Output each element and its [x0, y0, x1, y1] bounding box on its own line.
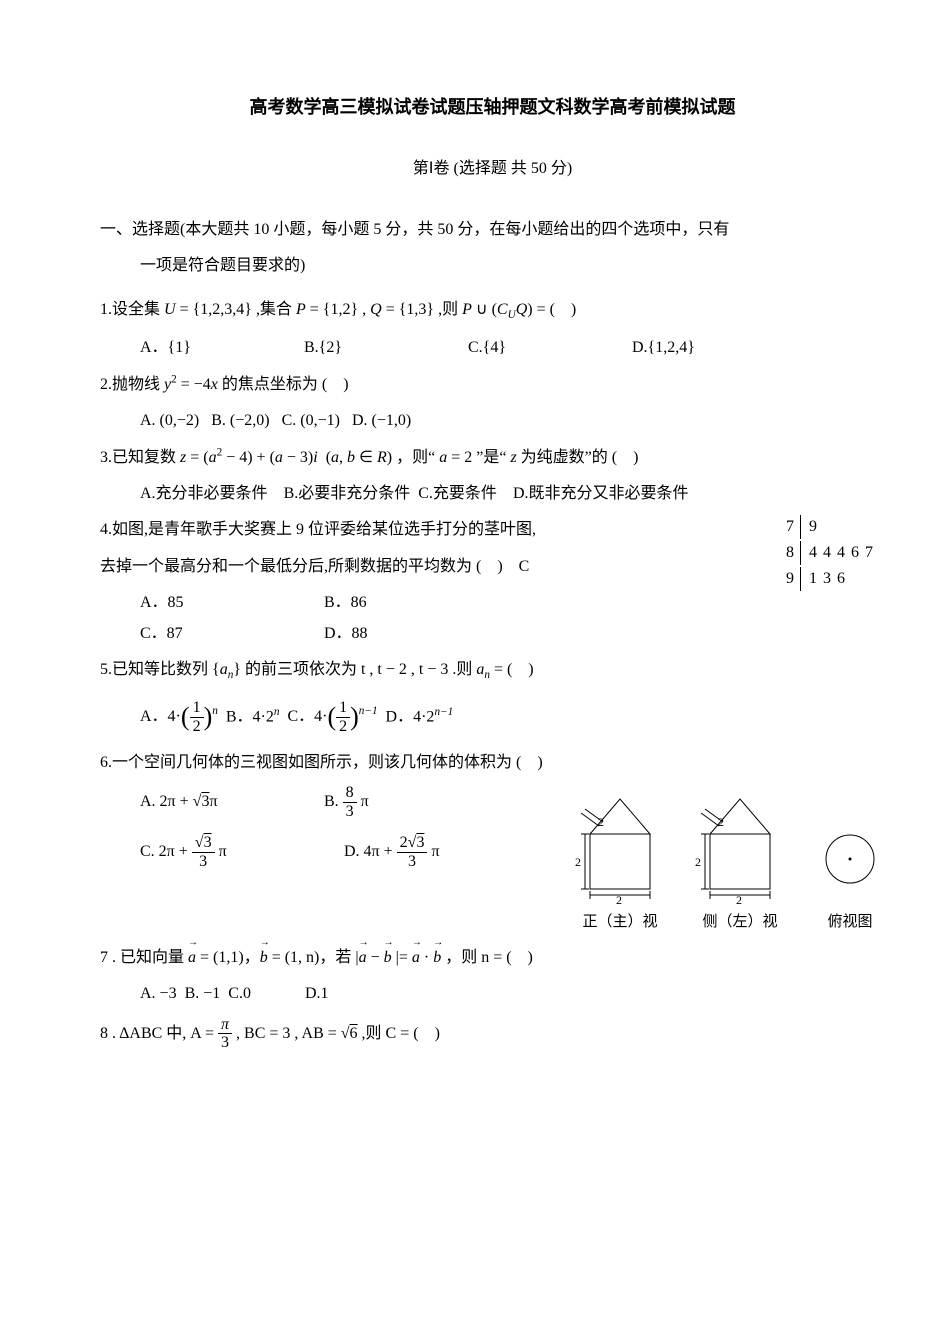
q2-opt-b: B. (−2,0): [211, 406, 269, 436]
stemleaf-row: 9136: [782, 567, 883, 591]
section-heading-line1: 一、选择题(本大题共 10 小题，每小题 5 分，共 50 分，在每小题给出的四…: [100, 215, 885, 245]
q4-opt-b: B．86: [324, 588, 367, 618]
svg-text:2: 2: [736, 893, 742, 904]
q4-line2: 去掉一个最高分和一个最低分后,所剩数据的平均数为 ( ) C: [100, 552, 760, 582]
top-view-svg: [815, 794, 885, 904]
q6-options-row2: C. 2π + √33 π D. 4π + 2√33 π: [140, 834, 565, 870]
side-view-svg: 2 2 2: [695, 794, 785, 904]
svg-text:2: 2: [695, 855, 701, 869]
q7-opt-c: C.0: [228, 979, 251, 1009]
q1-stem: 1.设全集 U = {1,2,3,4} ,集合 P = {1,2} , Q = …: [100, 301, 576, 318]
q1-opt-b: B.{2}: [304, 333, 464, 363]
stem-leaf-plot: 79 844467 9136: [780, 513, 885, 593]
q4-line1: 4.如图,是青年歌手大奖赛上 9 位评委给某位选手打分的茎叶图,: [100, 515, 760, 545]
q7-options: A. −3 B. −1 C.0 D.1: [140, 979, 885, 1009]
q1-opt-c: C.{4}: [468, 333, 628, 363]
svg-text:2: 2: [718, 815, 724, 829]
q5-pre: 5.已知等比数列 {: [100, 661, 220, 678]
q3-opt-b: B.必要非充分条件: [284, 479, 411, 509]
q4-opt-d: D．88: [324, 619, 368, 649]
q5-options: A．4·(12)n B．4·2n C．4·(12)n−1 D．4·2n−1: [140, 692, 885, 741]
q2-opt-c: C. (0,−1): [282, 406, 340, 436]
q1-opt-d: D.{1,2,4}: [632, 333, 695, 363]
q6-row: A. 2π + √3π B. 83 π C. 2π + √33 π D. 4π …: [100, 784, 885, 937]
q7-opt-a: A. −3: [140, 979, 177, 1009]
q3-opt-c: C.充要条件: [418, 479, 497, 509]
section-heading-line2: 一项是符合题目要求的): [140, 251, 885, 281]
q3-stem: 3.已知复数 z = (a2 − 4) + (a − 3)i (a, b ∈ R…: [100, 449, 638, 466]
q5-opt-b: B．4·2n: [226, 702, 280, 733]
q5-opt-c: C．4·(12)n−1: [287, 692, 377, 741]
q3-options: A.充分非必要条件 B.必要非充分条件 C.充要条件 D.既非充分又非必要条件: [140, 479, 885, 509]
side-view-label: 侧（左）视: [695, 908, 785, 937]
q3-opt-d: D.既非充分又非必要条件: [513, 479, 689, 509]
q4-options-row2: C．87 D．88: [140, 619, 760, 649]
q4-options-row1: A．85 B．86: [140, 588, 760, 618]
svg-text:2: 2: [575, 855, 581, 869]
question-7: 7 . 已知向量 a = (1,1)，b = (1, n)，若 |a − b |…: [100, 943, 885, 973]
question-3: 3.已知复数 z = (a2 − 4) + (a − 3)i (a, b ∈ R…: [100, 442, 885, 473]
svg-text:2: 2: [598, 815, 604, 829]
q6-opt-b: B. 83 π: [324, 784, 369, 820]
q2-options: A. (0,−2) B. (−2,0) C. (0,−1) D. (−1,0): [140, 406, 885, 436]
top-view-label: 俯视图: [815, 908, 885, 937]
question-4-row: 4.如图,是青年歌手大奖赛上 9 位评委给某位选手打分的茎叶图, 去掉一个最高分…: [100, 509, 885, 649]
stemleaf-row: 79: [782, 515, 883, 539]
front-view-svg: 2 2 2: [575, 794, 665, 904]
question-1: 1.设全集 U = {1,2,3,4} ,集合 P = {1,2} , Q = …: [100, 295, 885, 326]
stemleaf-row: 844467: [782, 541, 883, 565]
question-5: 5.已知等比数列 {an} 的前三项依次为 t , t − 2 , t − 3 …: [100, 655, 885, 686]
question-2: 2.抛物线 y2 = −4x 的焦点坐标为 ( ): [100, 369, 885, 400]
q3-opt-a: A.充分非必要条件: [140, 479, 268, 509]
q5-opt-a: A．4·(12)n: [140, 692, 218, 741]
q6-options-row1: A. 2π + √3π B. 83 π: [140, 784, 565, 820]
q2-stem: 2.抛物线 y2 = −4x 的焦点坐标为 ( ): [100, 376, 349, 393]
top-view: 俯视图: [815, 794, 885, 937]
q5-opt-d: D．4·2n−1: [386, 702, 454, 733]
q2-opt-d: D. (−1,0): [352, 406, 411, 436]
q2-opt-a: A. (0,−2): [140, 406, 199, 436]
three-view-figures: 2 2 2 正（主）视 2: [575, 794, 885, 937]
page-subtitle: 第Ⅰ卷 (选择题 共 50 分): [100, 154, 885, 184]
front-view-label: 正（主）视: [575, 908, 665, 937]
q6-opt-c: C. 2π + √33 π: [140, 834, 340, 870]
q4-opt-a: A．85: [140, 588, 320, 618]
question-8: 8 . ΔABC 中, A = π3 , BC = 3 , AB = √6 ,则…: [100, 1016, 885, 1052]
q6-opt-a: A. 2π + √3π: [140, 787, 320, 817]
svg-text:2: 2: [616, 893, 622, 904]
exam-page: 高考数学高三模拟试卷试题压轴押题文科数学高考前模拟试题 第Ⅰ卷 (选择题 共 5…: [0, 0, 945, 1098]
q4-opt-c: C．87: [140, 619, 320, 649]
question-6: 6.一个空间几何体的三视图如图所示，则该几何体的体积为 ( ): [100, 748, 885, 778]
page-title: 高考数学高三模拟试卷试题压轴押题文科数学高考前模拟试题: [100, 90, 885, 124]
q7-opt-d: D.1: [305, 979, 329, 1009]
q5-mid: } 的前三项依次为 t , t − 2 , t − 3 .则: [233, 661, 476, 678]
q5-post: = ( ): [490, 661, 534, 678]
q1-options: A．{1} B.{2} C.{4} D.{1,2,4}: [140, 333, 885, 363]
q1-opt-a: A．{1}: [140, 333, 300, 363]
q6-opt-d: D. 4π + 2√33 π: [344, 834, 440, 870]
side-view: 2 2 2 侧（左）视: [695, 794, 785, 937]
q7-opt-b: B. −1: [185, 979, 221, 1009]
front-view: 2 2 2 正（主）视: [575, 794, 665, 937]
